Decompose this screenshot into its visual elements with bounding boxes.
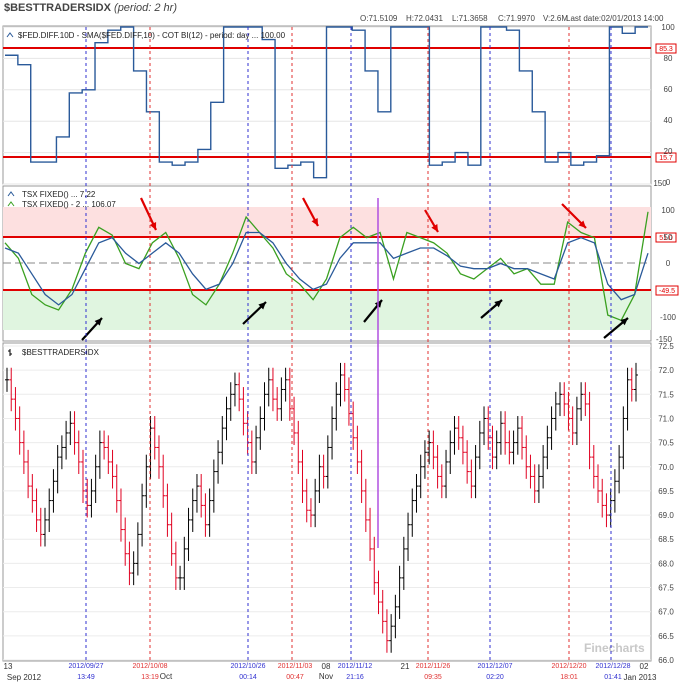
watermark: Finecharts: [584, 641, 645, 655]
y-tick-label: 72.5: [658, 342, 674, 351]
y-tick-label: 71.0: [658, 414, 674, 423]
event-time-label: 21:16: [346, 674, 364, 681]
y-tick-label: 150: [653, 179, 667, 188]
panel-tsx: TSX FIXED() ... 7.22 TSX FIXED() - 2 ...…: [2, 179, 679, 344]
chart-title: $BESTTRADERSIDX (period: 2 hr): [4, 2, 177, 14]
x-tick-label: Nov: [319, 672, 333, 681]
event-time-label: 09:35: [424, 674, 442, 681]
y-tick-label: 68.0: [658, 559, 674, 568]
y-tick-label: 67.5: [658, 584, 674, 593]
event-date-label: 2012/09/27: [68, 663, 103, 670]
tsx-fast-line: [4, 211, 649, 322]
event-date-label: 2012/10/08: [132, 663, 167, 670]
event-date-label: 2012/12/28: [595, 663, 630, 670]
tsx-slow-line: [4, 231, 649, 306]
black-arrow-head: [620, 318, 628, 326]
y-tick-label: 0: [666, 259, 671, 268]
panel-price: $BESTTRADERSIDX 66.0 66.5 67.0 67.5 68.0 68.5…: [2, 342, 674, 665]
level-badge-label: 85.3: [659, 46, 673, 53]
event-date-label: 2012/11/26: [416, 663, 451, 670]
event-time-label: 18:01: [560, 674, 578, 681]
y-tick-label: 70.0: [658, 463, 674, 472]
event-time-label: 00:47: [286, 674, 304, 681]
ohlc-high: H:72.0431: [406, 14, 443, 23]
level-badge: [655, 285, 679, 296]
black-arrow-head: [258, 302, 266, 310]
x-tick-label: 02: [640, 662, 649, 671]
fed-diff-line: [5, 26, 648, 179]
event-time-label: 13:19: [141, 674, 159, 681]
event-date-label: 2012/12/07: [477, 663, 512, 670]
ohlc-close: C:71.9970: [498, 14, 535, 23]
event-time-label: 00:14: [239, 674, 257, 681]
event-time-label: 02:20: [486, 674, 504, 681]
x-tick-label: 08: [322, 662, 331, 671]
event-date-label: 2012/10/26: [230, 663, 265, 670]
x-tick-sublabel: Sep 2012: [7, 673, 42, 682]
oversold-band: [3, 291, 651, 330]
y-tick-label: 100: [661, 23, 675, 32]
event-time-label: 01:41: [604, 674, 622, 681]
y-tick-label: 100: [661, 206, 675, 215]
level-badge-label: 15.7: [659, 155, 673, 162]
panel2-legend-fast: TSX FIXED() - 2 ... 106.07: [22, 200, 116, 209]
y-tick-label: 0: [666, 178, 671, 187]
level-badge-label: -49.5: [659, 288, 675, 295]
legend-bar-icon: [8, 349, 12, 356]
x-tick-label: 21: [401, 662, 410, 671]
level-badge: [655, 232, 677, 243]
y-tick-label: 71.5: [658, 390, 674, 399]
black-arrow-head: [94, 318, 102, 326]
level-badge: [655, 43, 677, 54]
y-tick-label: 20: [664, 147, 673, 156]
ohlc-last-date: Last date:02/01/2013 14:00: [566, 14, 664, 23]
y-tick-label: 68.5: [658, 535, 674, 544]
red-arrow-head: [149, 222, 157, 230]
legend-line-icon: [7, 191, 15, 197]
y-tick-label: 72.0: [658, 366, 674, 375]
y-tick-label: 60: [664, 85, 673, 94]
event-date-label: 2012/11/12: [338, 663, 373, 670]
ohlc-low: L:71.3658: [452, 14, 488, 23]
red-arrow-head: [431, 224, 438, 232]
y-tick-label: 50: [664, 233, 673, 242]
level-badge-label: 51.0: [659, 235, 673, 242]
red-arrow-head: [578, 220, 586, 228]
y-tick-label: 70.5: [658, 439, 674, 448]
red-arrow-head: [311, 218, 318, 226]
y-tick-label: 80: [664, 54, 673, 63]
event-date-label: 2012/11/03: [278, 663, 313, 670]
y-tick-label: 66.0: [658, 656, 674, 665]
x-tick-label: Oct: [160, 672, 173, 681]
y-tick-label: 40: [664, 116, 673, 125]
ohlc-open: O:71.5109: [360, 14, 398, 23]
legend-line-icon: [7, 201, 15, 207]
level-badge: [655, 152, 677, 163]
panel1-legend: $FED.DIFF.10D - SMA($FED.DIFF,10) - COT …: [18, 31, 286, 40]
x-tick-sublabel: Jan 2013: [624, 673, 657, 682]
y-tick-label: -150: [656, 335, 673, 344]
y-tick-label: 66.5: [658, 632, 674, 641]
legend-line-icon: [6, 32, 14, 38]
y-tick-label: 67.0: [658, 608, 674, 617]
panel-fed-diff: $FED.DIFF.10D - SMA($FED.DIFF,10) - COT …: [2, 23, 677, 187]
black-arrow-head: [494, 300, 502, 308]
event-date-label: 2012/12/20: [551, 663, 586, 670]
y-tick-label: 69.5: [658, 487, 674, 496]
panel3-legend: $BESTTRADERSIDX: [22, 348, 100, 357]
x-tick-label: 13: [4, 662, 13, 671]
event-time-label: 13:49: [77, 674, 95, 681]
overbought-band: [3, 207, 651, 237]
panel2-legend-slow: TSX FIXED() ... 7.22: [22, 190, 96, 199]
y-tick-label: 69.0: [658, 511, 674, 520]
ohlc-volume: V:2.6M: [543, 14, 568, 23]
y-tick-label: -100: [660, 313, 677, 322]
